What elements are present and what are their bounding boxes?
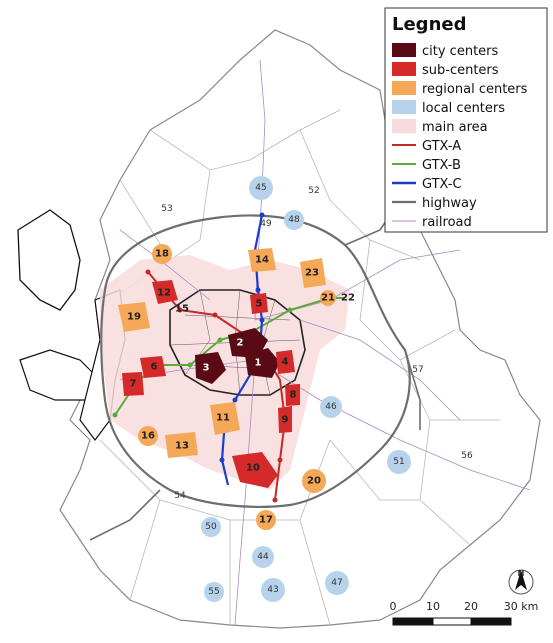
regional-center-19 xyxy=(118,302,150,332)
svg-text:sub-centers: sub-centers xyxy=(422,63,499,78)
svg-text:13: 13 xyxy=(175,441,189,452)
highway-ring xyxy=(100,214,411,508)
sub-center-12 xyxy=(152,280,178,304)
sub-center-4 xyxy=(276,350,295,374)
svg-text:GTX-A: GTX-A xyxy=(422,139,461,154)
svg-text:53: 53 xyxy=(161,204,172,214)
svg-text:21: 21 xyxy=(321,293,335,304)
regional-center-16 xyxy=(138,426,158,446)
svg-text:51: 51 xyxy=(393,457,404,467)
sub-center-6 xyxy=(140,356,166,378)
city-center-2 xyxy=(228,328,268,358)
svg-text:14: 14 xyxy=(255,255,269,266)
sub-center-7 xyxy=(122,372,144,396)
legend-swatch-main xyxy=(392,119,416,133)
regional-center-21 xyxy=(320,290,336,306)
city-center-3 xyxy=(195,352,226,384)
svg-text:main area: main area xyxy=(422,120,488,135)
svg-text:2: 2 xyxy=(237,338,244,349)
regional-center-14 xyxy=(248,248,276,272)
svg-text:55: 55 xyxy=(208,587,219,597)
scale-bar: 0 10 20 30 km xyxy=(390,600,539,626)
svg-text:20: 20 xyxy=(464,600,478,613)
svg-text:43: 43 xyxy=(267,585,278,595)
svg-text:19: 19 xyxy=(127,312,141,323)
svg-text:44: 44 xyxy=(257,552,269,562)
svg-text:15: 15 xyxy=(175,304,189,315)
svg-text:GTX-C: GTX-C xyxy=(422,177,462,192)
svg-text:56: 56 xyxy=(461,451,473,461)
legend: Legned city centers sub-centers regional… xyxy=(384,7,548,233)
svg-text:railroad: railroad xyxy=(422,215,472,230)
city-center-1 xyxy=(245,348,280,378)
svg-text:N: N xyxy=(518,569,525,578)
svg-text:local centers: local centers xyxy=(422,101,505,116)
svg-text:16: 16 xyxy=(141,431,155,442)
regional-center-13 xyxy=(165,432,198,458)
city-centers: 2 1 3 xyxy=(195,328,280,384)
sub-center-8 xyxy=(285,384,300,406)
svg-text:54: 54 xyxy=(174,491,186,501)
svg-text:11: 11 xyxy=(216,413,230,424)
svg-text:6: 6 xyxy=(151,362,158,373)
regional-centers: 11 13 14 16 17 18 19 20 21 22 23 xyxy=(118,244,355,530)
svg-text:10: 10 xyxy=(246,463,260,474)
svg-text:highway: highway xyxy=(422,196,477,211)
west-coast-boundary xyxy=(17,209,81,311)
regional-center-20 xyxy=(302,469,326,493)
north-arrow-icon: N xyxy=(508,569,534,595)
svg-text:57: 57 xyxy=(412,365,423,375)
svg-text:regional centers: regional centers xyxy=(422,82,528,97)
svg-text:17: 17 xyxy=(259,515,273,526)
svg-text:45: 45 xyxy=(255,183,266,193)
svg-text:20: 20 xyxy=(307,476,321,487)
legend-swatch-regional xyxy=(392,81,416,95)
svg-text:23: 23 xyxy=(305,268,319,279)
svg-text:30 km: 30 km xyxy=(504,600,539,613)
legend-swatch-sub xyxy=(392,62,416,76)
regional-center-18 xyxy=(152,244,172,264)
svg-text:52: 52 xyxy=(308,186,319,196)
legend-swatch-city xyxy=(392,43,416,57)
svg-text:18: 18 xyxy=(155,249,169,260)
svg-text:12: 12 xyxy=(157,288,171,299)
svg-text:4: 4 xyxy=(282,357,289,368)
svg-text:47: 47 xyxy=(331,578,342,588)
svg-text:7: 7 xyxy=(130,379,137,390)
sub-centers: 4 5 6 7 8 9 10 12 15 xyxy=(122,280,300,488)
svg-text:0: 0 xyxy=(390,600,397,613)
sub-center-5 xyxy=(250,293,268,314)
svg-text:5: 5 xyxy=(256,299,263,310)
svg-text:9: 9 xyxy=(282,415,289,426)
svg-text:1: 1 xyxy=(255,358,262,369)
svg-text:22: 22 xyxy=(341,293,355,304)
svg-text:8: 8 xyxy=(290,390,297,401)
svg-text:49: 49 xyxy=(260,219,272,229)
sub-center-10 xyxy=(232,452,278,488)
legend-title: Legned xyxy=(392,14,466,35)
svg-text:48: 48 xyxy=(288,215,300,225)
svg-text:50: 50 xyxy=(205,522,217,532)
regional-center-11 xyxy=(210,402,240,435)
regional-center-23 xyxy=(300,258,326,288)
svg-text:GTX-B: GTX-B xyxy=(422,158,461,173)
regional-center-17 xyxy=(256,510,276,530)
local-centers: 43 44 45 46 47 48 49 50 51 52 53 54 55 5… xyxy=(161,176,473,602)
svg-text:46: 46 xyxy=(325,402,337,412)
sub-center-9 xyxy=(278,406,292,433)
svg-text:3: 3 xyxy=(203,363,210,374)
svg-text:city centers: city centers xyxy=(422,44,499,59)
legend-swatch-local xyxy=(392,100,416,114)
svg-text:10: 10 xyxy=(426,600,440,613)
